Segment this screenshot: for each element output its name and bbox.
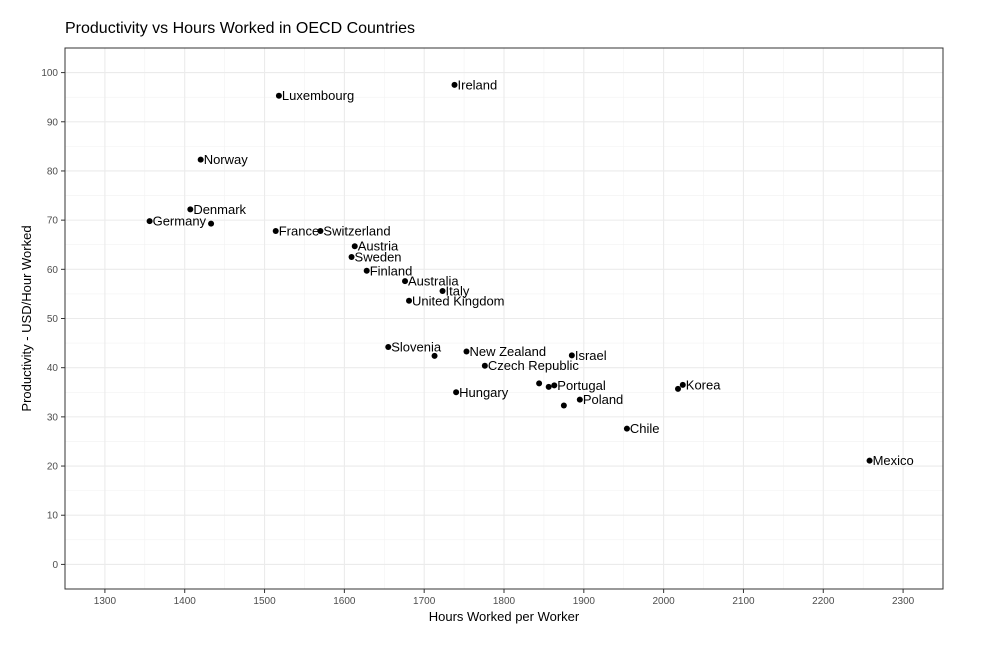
- data-point: [560, 402, 567, 409]
- data-point: [545, 383, 552, 390]
- data-point: [551, 382, 558, 389]
- y-tick-label: 100: [41, 68, 58, 79]
- data-point: [481, 362, 488, 369]
- data-label: Norway: [204, 152, 249, 167]
- data-label: Poland: [583, 392, 623, 407]
- data-label: Hungary: [459, 385, 509, 400]
- data-point: [272, 227, 279, 234]
- x-tick-label: 1300: [94, 596, 117, 607]
- x-tick-label: 2000: [653, 596, 676, 607]
- data-label: Sweden: [355, 250, 402, 265]
- x-tick-label: 1400: [174, 596, 197, 607]
- data-label: Austria: [358, 239, 399, 254]
- data-label: Chile: [630, 421, 660, 436]
- data-point: [402, 278, 409, 285]
- plot-border: [64, 47, 944, 590]
- data-label: Mexico: [873, 453, 914, 468]
- data-label: Italy: [446, 283, 470, 298]
- data-point: [187, 206, 194, 213]
- data-point: [675, 385, 682, 392]
- data-point: [385, 344, 392, 351]
- data-point: [453, 389, 460, 396]
- x-tick-label: 1500: [253, 596, 276, 607]
- y-tick-label: 80: [47, 166, 59, 177]
- x-tick-label: 1900: [573, 596, 596, 607]
- data-label: United Kingdom: [412, 293, 505, 308]
- data-point: [208, 220, 215, 227]
- data-point: [363, 267, 370, 274]
- x-tick-label: 1800: [493, 596, 516, 607]
- data-point: [576, 396, 583, 403]
- data-label: New Zealand: [469, 344, 546, 359]
- data-point: [451, 81, 458, 88]
- y-tick-label: 90: [47, 117, 59, 128]
- y-tick-label: 30: [47, 412, 59, 423]
- data-label: Luxembourg: [282, 88, 354, 103]
- y-tick-label: 10: [47, 511, 59, 522]
- data-label: Denmark: [193, 202, 246, 217]
- y-tick-label: 70: [47, 216, 59, 227]
- data-label: Ireland: [458, 77, 498, 92]
- data-label: Switzerland: [323, 223, 390, 238]
- data-point: [568, 352, 575, 359]
- data-label: France: [279, 223, 319, 238]
- y-tick-label: 60: [47, 265, 59, 276]
- data-point: [866, 457, 873, 464]
- data-label: Germany: [153, 214, 207, 229]
- data-label: Australia: [408, 274, 459, 289]
- data-point: [623, 425, 630, 432]
- y-tick-label: 0: [52, 560, 58, 571]
- data-label: Finland: [370, 263, 413, 278]
- data-point: [536, 380, 543, 387]
- data-point: [431, 352, 438, 359]
- x-tick-label: 2300: [892, 596, 915, 607]
- x-tick-label: 1700: [413, 596, 436, 607]
- chart-title: Productivity vs Hours Worked in OECD Cou…: [65, 20, 416, 37]
- data-label: Korea: [686, 377, 721, 392]
- data-label: Czech Republic: [488, 358, 580, 373]
- data-point: [463, 348, 470, 355]
- x-tick-label: 2100: [732, 596, 755, 607]
- data-point: [439, 287, 446, 294]
- data-label: Israel: [575, 348, 607, 363]
- data-point: [406, 297, 413, 304]
- data-point: [317, 227, 324, 234]
- data-point: [348, 254, 355, 261]
- data-point: [146, 218, 153, 225]
- y-tick-label: 40: [47, 363, 59, 374]
- y-tick-label: 50: [47, 314, 59, 325]
- data-label: Portugal: [557, 378, 606, 393]
- y-tick-label: 20: [47, 462, 59, 473]
- data-label: Slovenia: [391, 340, 442, 355]
- data-point: [679, 381, 686, 388]
- x-axis-title: Hours Worked per Worker: [429, 609, 580, 624]
- x-tick-label: 2200: [812, 596, 835, 607]
- x-tick-label: 1600: [333, 596, 356, 607]
- y-axis-title: Productivity - USD/Hour Worked: [19, 225, 34, 411]
- data-point: [197, 156, 204, 163]
- data-point: [275, 92, 282, 99]
- data-point: [351, 243, 358, 250]
